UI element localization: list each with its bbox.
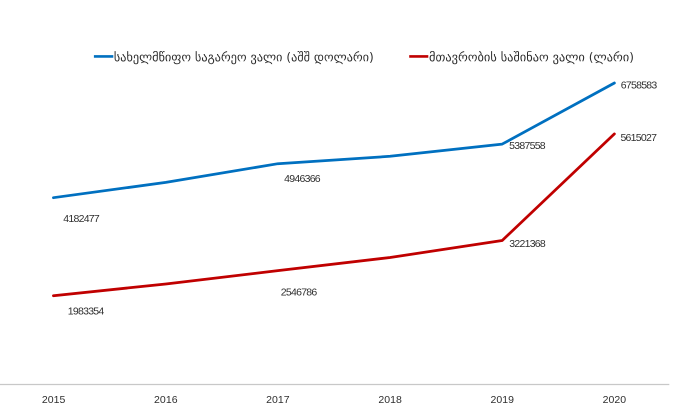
svg-text:2546786: 2546786 (281, 287, 318, 299)
svg-text:2016: 2016 (154, 394, 178, 406)
svg-text:1983354: 1983354 (68, 306, 105, 318)
svg-text:5387558: 5387558 (509, 140, 546, 152)
svg-text:6758583: 6758583 (621, 79, 658, 91)
svg-text:2020: 2020 (603, 394, 627, 406)
svg-text:2018: 2018 (378, 394, 402, 406)
svg-text:4946366: 4946366 (284, 173, 321, 185)
svg-text:5615027: 5615027 (620, 132, 657, 144)
svg-text:2017: 2017 (266, 394, 290, 406)
svg-text:2019: 2019 (490, 394, 514, 406)
svg-text:2015: 2015 (42, 394, 66, 406)
svg-text:4182477: 4182477 (63, 213, 100, 225)
svg-text:3221368: 3221368 (509, 238, 546, 250)
